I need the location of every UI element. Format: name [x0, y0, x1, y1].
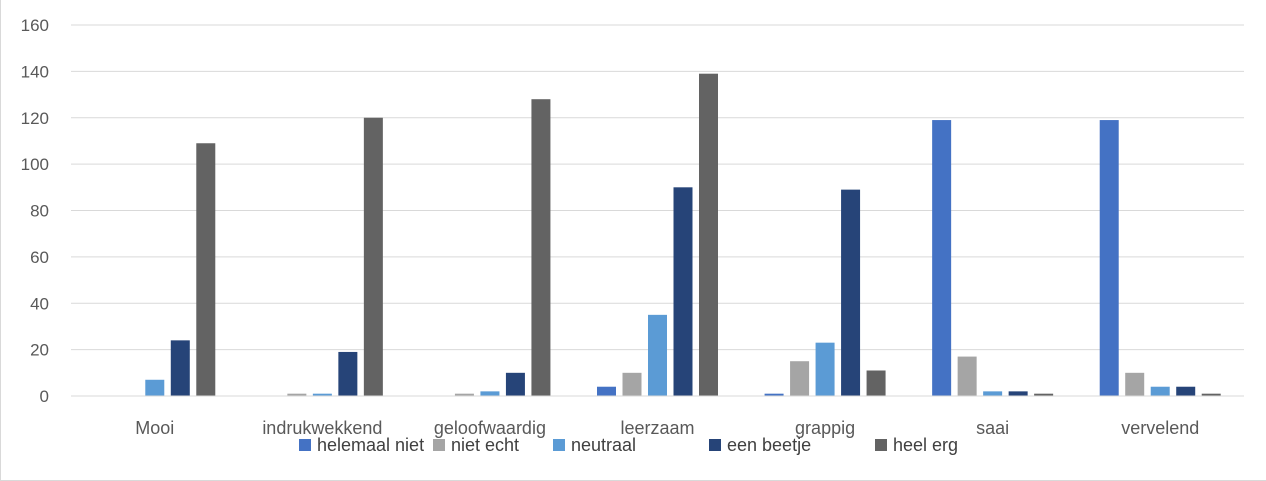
- gridlines: [71, 24, 1244, 351]
- y-tick-label: 40: [30, 294, 49, 313]
- bar-5-4: [699, 73, 718, 396]
- legend-swatch: [299, 439, 311, 451]
- bar-4-7: [1176, 386, 1196, 396]
- bar-4-6: [1008, 391, 1028, 396]
- bar-3-3: [480, 391, 500, 396]
- bar-4-3: [505, 372, 525, 396]
- legend: helemaal niet niet echt neutraal een beetje…: [299, 435, 958, 455]
- y-tick-label: 100: [21, 155, 49, 174]
- bar-2-6: [957, 356, 977, 396]
- bar-4-5: [841, 189, 861, 396]
- legend-swatch: [709, 439, 721, 451]
- x-category-label: indrukwekkend: [262, 418, 382, 438]
- x-category-label: Mooi: [135, 418, 174, 438]
- legend-label: niet echt: [451, 435, 519, 455]
- x-axis-category-labels: Mooi indrukwekkend geloofwaardig leerzaam gr…: [135, 418, 1199, 438]
- bar-5-3: [531, 99, 551, 396]
- bar-4-1: [170, 340, 190, 396]
- bar-3-1: [145, 379, 165, 396]
- legend-label: helemaal niet: [317, 435, 424, 455]
- bar-1-4: [597, 386, 616, 396]
- y-tick-label: 140: [21, 62, 49, 81]
- bar-4-4: [673, 187, 693, 396]
- bar-5-6: [1034, 393, 1054, 396]
- bar-5-2: [363, 117, 383, 396]
- bar-1-5: [764, 393, 784, 396]
- bar-3-6: [983, 391, 1003, 396]
- bar-2-3: [454, 393, 474, 396]
- legend-swatch: [875, 439, 887, 451]
- x-category-label: geloofwaardig: [434, 418, 546, 438]
- bar-3-4: [648, 314, 667, 396]
- bar-3-2: [312, 393, 332, 396]
- x-category-label: vervelend: [1121, 418, 1199, 438]
- y-tick-label: 120: [21, 109, 49, 128]
- bar-2-4: [622, 372, 642, 396]
- y-tick-label: 0: [40, 387, 49, 406]
- bar-3-5: [815, 342, 835, 396]
- bar-3-7: [1150, 386, 1170, 396]
- bar-2-2: [287, 393, 307, 396]
- bar-1-6: [932, 120, 952, 396]
- bar-5-5: [866, 370, 886, 396]
- y-tick-label: 80: [30, 202, 49, 221]
- x-category-label: saai: [976, 418, 1009, 438]
- legend-label: een beetje: [727, 435, 811, 455]
- legend-swatch: [553, 439, 565, 451]
- bar-1-7: [1099, 120, 1119, 396]
- legend-label: neutraal: [571, 435, 636, 455]
- bar-5-1: [196, 143, 216, 396]
- x-category-label: leerzaam: [620, 418, 694, 438]
- y-axis-tick-labels: 0 20 40 60 80 100 120 140 160: [21, 16, 49, 406]
- bar-5-7: [1201, 393, 1221, 396]
- y-tick-label: 160: [21, 16, 49, 35]
- legend-swatch: [433, 439, 445, 451]
- y-tick-label: 60: [30, 248, 49, 267]
- bar-2-7: [1125, 372, 1145, 396]
- bars: [145, 73, 1221, 396]
- bar-2-5: [790, 361, 810, 396]
- x-category-label: grappig: [795, 418, 855, 438]
- y-tick-label: 20: [30, 341, 49, 360]
- legend-label: heel erg: [893, 435, 958, 455]
- bar-4-2: [338, 351, 358, 396]
